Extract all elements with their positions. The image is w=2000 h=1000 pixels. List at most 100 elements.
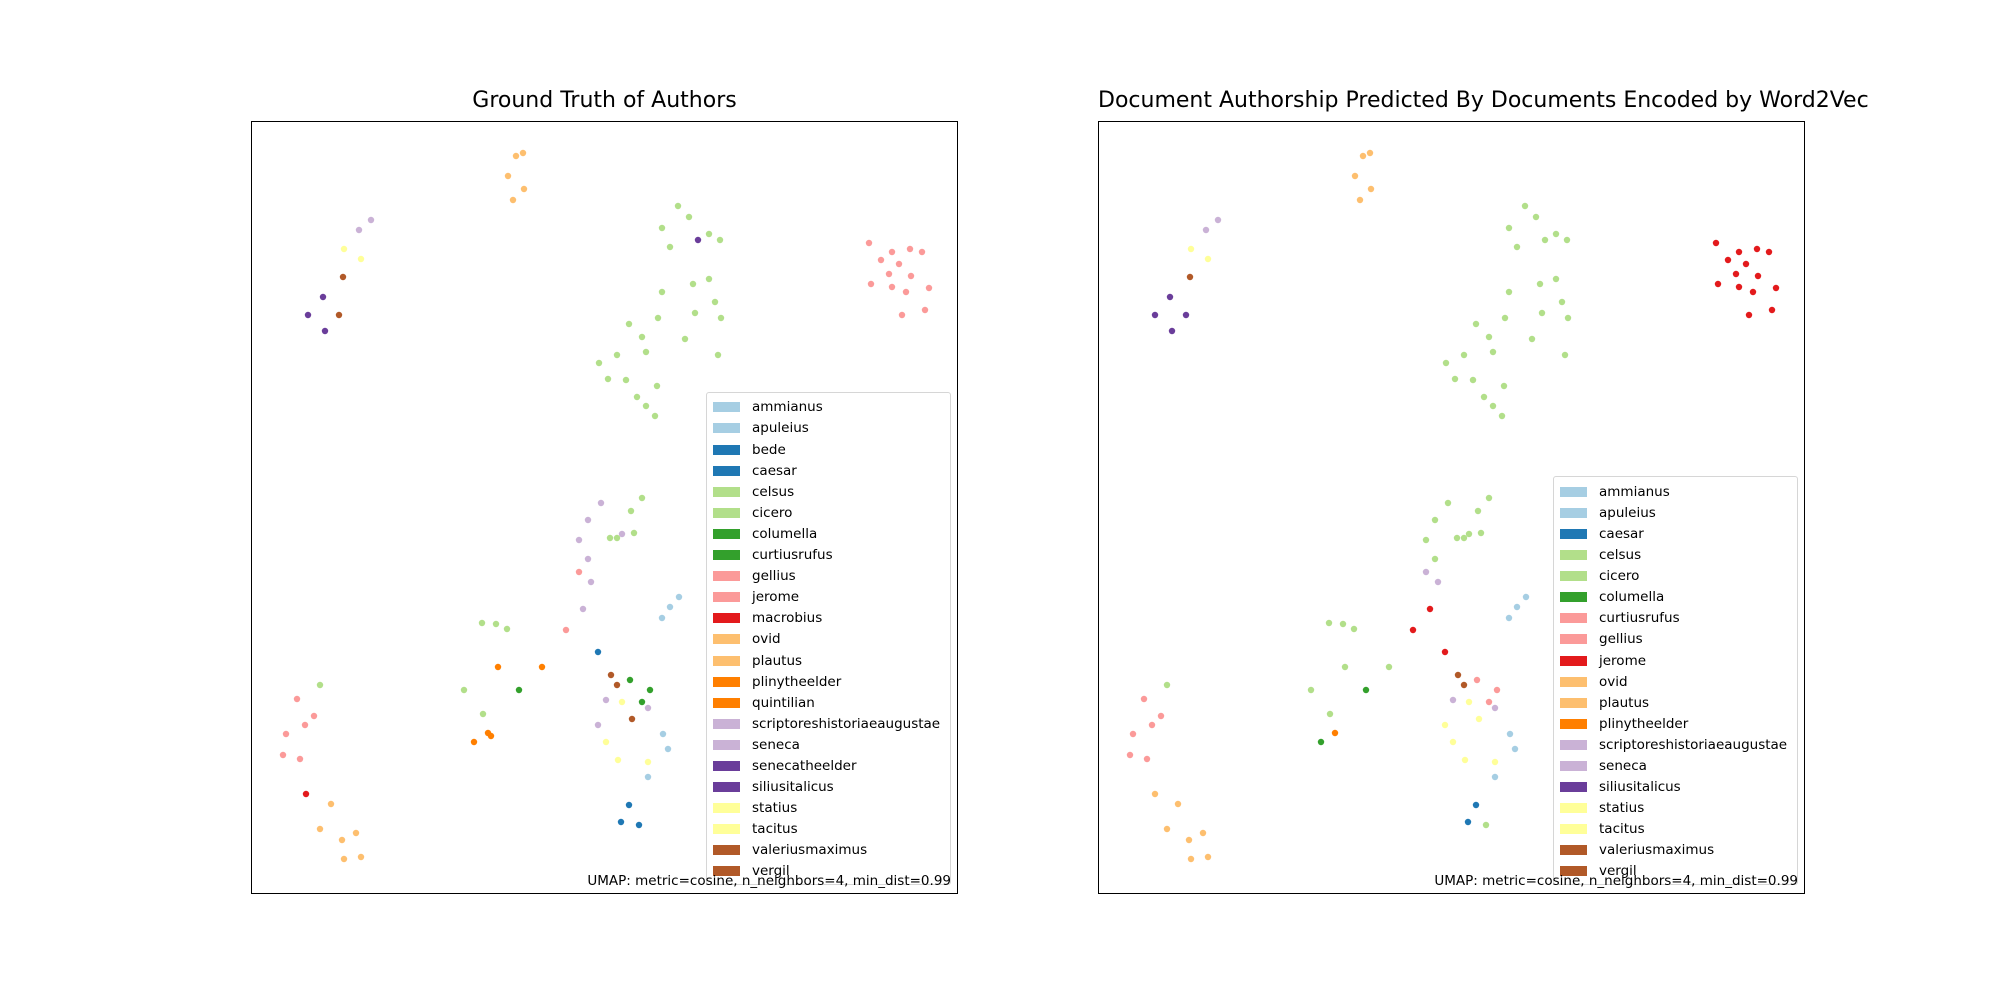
scatter-point <box>717 314 725 322</box>
scatter-point <box>925 284 933 292</box>
scatter-point <box>630 529 638 537</box>
scatter-point <box>675 593 683 601</box>
scatter-point <box>1464 818 1472 826</box>
scatter-point <box>595 359 603 367</box>
right-scatter-svg <box>1126 149 1780 863</box>
scatter-point <box>1521 202 1529 210</box>
scatter-point <box>1431 516 1439 524</box>
legend-label: plinytheelder <box>752 673 842 690</box>
legend-item: gellius <box>1560 629 1791 650</box>
legend-swatch <box>1560 528 1587 539</box>
scatter-point <box>627 507 635 515</box>
scatter-point <box>1491 704 1499 712</box>
scatter-point <box>1453 534 1461 542</box>
legend-item: ovid <box>1560 671 1791 692</box>
legend-item: siliusitalicus <box>713 777 944 798</box>
scatter-point <box>1563 236 1571 244</box>
scatter-point <box>604 375 612 383</box>
legend-swatch <box>713 718 740 729</box>
legend-swatch <box>1560 803 1587 814</box>
legend-swatch <box>1560 866 1587 877</box>
scatter-point <box>906 245 914 253</box>
scatter-point <box>1538 309 1546 317</box>
scatter-point <box>1564 314 1572 322</box>
legend-swatch <box>713 782 740 793</box>
scatter-point <box>1163 825 1171 833</box>
legend-label: scriptoreshistoriaeaugustae <box>1599 736 1788 753</box>
scatter-point <box>538 663 546 671</box>
scatter-point <box>515 686 523 694</box>
legend-item: tacitus <box>713 819 944 840</box>
scatter-point <box>1477 529 1485 537</box>
scatter-point <box>1480 393 1488 401</box>
legend-item: plautus <box>1560 692 1791 713</box>
legend-label: jerome <box>1599 652 1647 669</box>
scatter-point <box>597 499 605 507</box>
left-scatter-plot: ammianus apuleius bede caesar celsus cicero co… <box>251 121 958 894</box>
legend-item: tacitus <box>1560 819 1791 840</box>
scatter-point <box>628 715 636 723</box>
legend-label: curtiusrufus <box>752 547 833 564</box>
scatter-point <box>1469 376 1477 384</box>
legend-label: siliusitalicus <box>752 779 834 796</box>
scatter-point <box>921 306 929 314</box>
scatter-point <box>1356 196 1364 204</box>
scatter-point <box>618 698 626 706</box>
scatter-point <box>340 245 348 253</box>
scatter-point <box>487 732 495 740</box>
legend-label: valeriusmaximus <box>752 842 868 859</box>
legend-swatch <box>713 803 740 814</box>
legend-label: statius <box>752 800 798 817</box>
legend-label: plautus <box>1599 694 1650 711</box>
scatter-point <box>562 626 570 634</box>
scatter-point <box>602 696 610 704</box>
scatter-point <box>888 283 896 291</box>
legend-label: scriptoreshistoriaeaugustae <box>752 715 941 732</box>
scatter-point <box>1460 534 1468 542</box>
legend-label: gellius <box>752 568 796 585</box>
scatter-point <box>1735 248 1743 256</box>
scatter-point <box>1385 663 1393 671</box>
scatter-point <box>1129 730 1137 738</box>
legend-label: columella <box>752 525 818 542</box>
scatter-point <box>1461 756 1469 764</box>
legend-label: macrobius <box>752 610 823 627</box>
scatter-point <box>1460 681 1468 689</box>
legend-swatch <box>713 465 740 476</box>
legend-item: vergil <box>713 861 944 882</box>
legend-swatch <box>713 592 740 603</box>
scatter-point <box>618 530 626 538</box>
legend-item: bede <box>713 439 944 460</box>
scatter-point <box>338 836 346 844</box>
scatter-point <box>1506 730 1514 738</box>
scatter-point <box>877 256 885 264</box>
right-plot-title: Document Authorship Predicted By Documen… <box>1098 88 1869 113</box>
scatter-point <box>1444 499 1452 507</box>
scatter-point <box>1485 698 1493 706</box>
scatter-point <box>1359 152 1367 160</box>
scatter-point <box>594 648 602 656</box>
legend-swatch <box>713 550 740 561</box>
scatter-point <box>1485 494 1493 502</box>
scatter-point <box>635 821 643 829</box>
scatter-point <box>1199 829 1207 837</box>
scatter-point <box>714 351 722 359</box>
legend-item: scriptoreshistoriaeaugustae <box>1560 734 1791 755</box>
scatter-point <box>494 663 502 671</box>
scatter-point <box>895 260 903 268</box>
scatter-point <box>321 327 329 335</box>
legend-item: senecatheelder <box>713 755 944 776</box>
scatter-point <box>1148 721 1156 729</box>
scatter-point <box>279 751 287 759</box>
scatter-point <box>705 275 713 283</box>
legend-swatch <box>1560 718 1587 729</box>
legend-item: plautus <box>713 650 944 671</box>
scatter-point <box>681 335 689 343</box>
scatter-point <box>1441 721 1449 729</box>
legend-swatch <box>713 444 740 455</box>
legend-item: gellius <box>713 566 944 587</box>
legend-swatch <box>1560 550 1587 561</box>
scatter-point <box>1485 333 1493 341</box>
legend-swatch <box>1560 824 1587 835</box>
legend-label: vergil <box>1599 863 1637 880</box>
